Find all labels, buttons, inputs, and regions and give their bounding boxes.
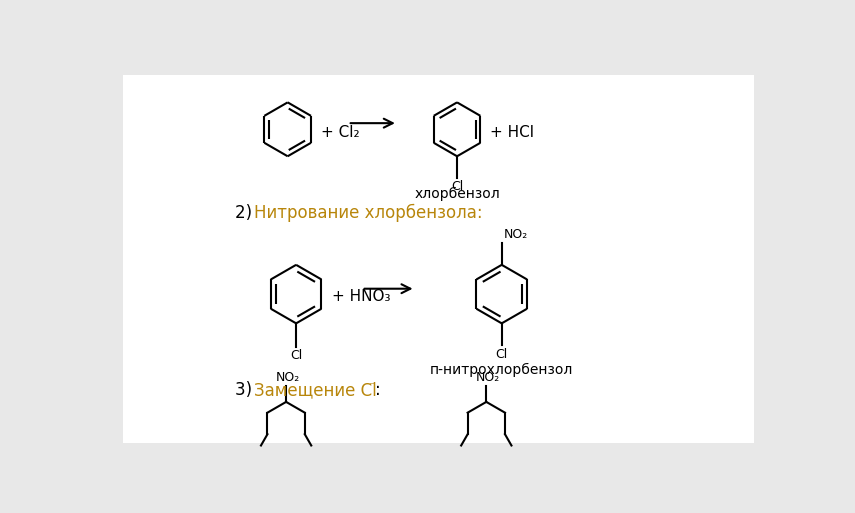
Text: NO₂: NO₂ xyxy=(504,228,528,241)
Text: NO₂: NO₂ xyxy=(275,371,299,384)
Text: п-нитрохлорбензол: п-нитрохлорбензол xyxy=(430,363,574,378)
Text: Cl: Cl xyxy=(290,349,303,362)
Text: :: : xyxy=(375,381,381,399)
Text: NO₂: NO₂ xyxy=(475,371,500,384)
Text: хлорбензол: хлорбензол xyxy=(414,187,500,201)
Text: + HCl: + HCl xyxy=(490,126,534,141)
Text: Cl: Cl xyxy=(451,180,463,193)
Text: Замещение Cl: Замещение Cl xyxy=(254,381,376,399)
Text: 3): 3) xyxy=(234,381,256,399)
Text: + HNO₃: + HNO₃ xyxy=(332,289,390,305)
Text: Cl: Cl xyxy=(496,348,508,361)
Text: Нитрование хлорбензола:: Нитрование хлорбензола: xyxy=(254,204,482,222)
FancyBboxPatch shape xyxy=(123,75,753,443)
Text: ⁻: ⁻ xyxy=(369,380,375,393)
Text: 2): 2) xyxy=(234,204,256,222)
Text: + Cl₂: + Cl₂ xyxy=(321,126,359,141)
